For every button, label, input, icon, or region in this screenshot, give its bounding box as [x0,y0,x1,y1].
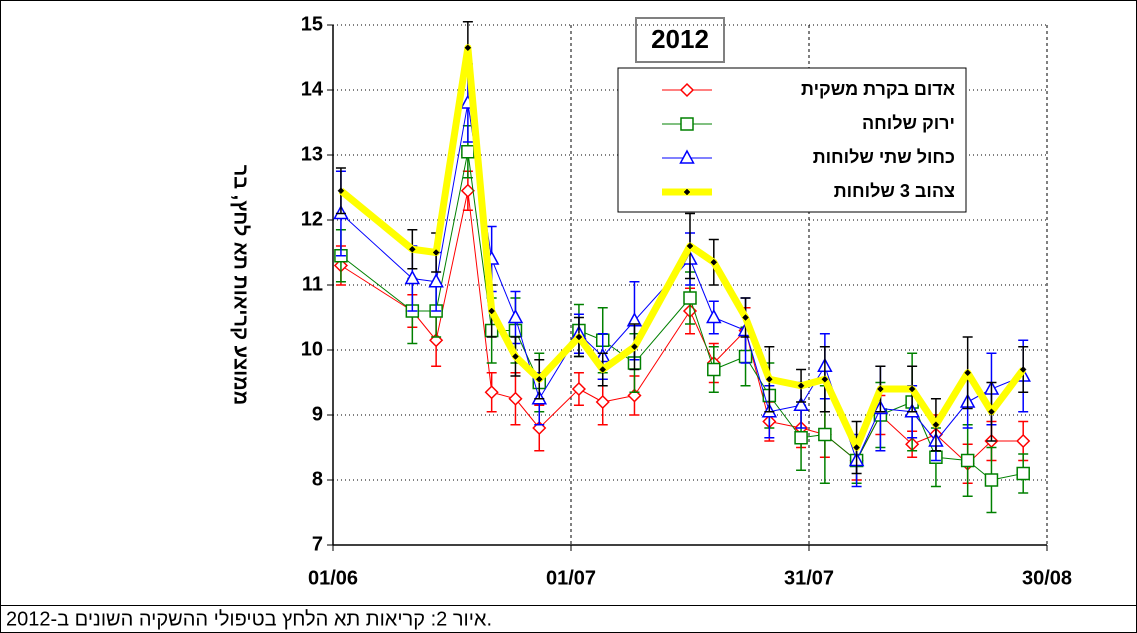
marker [793,396,809,411]
y-tick-label: 11 [302,273,323,295]
marker [984,473,999,487]
y-tick-label: 13 [301,143,323,165]
marker [853,444,860,451]
marker [599,366,607,373]
marker [571,381,586,397]
marker [679,149,695,164]
marker [908,385,916,393]
x-tick-label: 31/07 [784,567,834,589]
marker [575,333,583,341]
marker [821,375,829,383]
marker [988,408,995,416]
marker [460,183,475,198]
marker [408,245,416,253]
marker [432,249,440,256]
marker [631,343,638,351]
y-tick-label: 15 [301,13,323,35]
marker [683,188,691,196]
legend-label: אדום בקרת משקית [801,79,955,99]
chart-title: 2012 [651,24,709,54]
marker [461,145,475,159]
y-tick-label: 8 [312,468,323,490]
marker [797,382,805,390]
caption: איור 2: קריאות תא הלחץ בטיפולי ההשקיה הש… [6,608,492,630]
marker [484,385,499,400]
y-tick-label: 14 [301,78,324,100]
marker [464,44,472,52]
marker [488,307,496,315]
marker [932,421,940,429]
x-tick-label: 01/07 [546,567,596,589]
marker [707,362,721,377]
marker [742,314,749,321]
legend-label: כחול שתי שלוחות [813,147,955,167]
y-tick-label: 9 [312,403,323,425]
legend-box [617,67,967,213]
marker [794,431,808,445]
marker [686,242,694,250]
marker [428,273,444,288]
marker [960,453,975,468]
marker [535,375,543,383]
marker [710,258,718,266]
legend-label: ירוק שלוחה [862,113,955,133]
y-tick-label: 7 [312,533,323,555]
marker [765,375,773,383]
marker [337,187,345,195]
marker [877,385,884,393]
marker [508,391,523,406]
marker [818,427,832,442]
x-tick-label: 30/08 [1022,567,1072,589]
x-tick-label: 01/06 [308,567,358,589]
y-axis-label: ממוצע קריאות תא לחץ, בר [230,165,252,405]
legend-label: צהוב 3 שלוחות [834,181,955,201]
marker [404,269,421,285]
marker [964,369,972,377]
marker [507,308,524,324]
marker [595,394,610,410]
marker [1019,366,1027,373]
y-tick-label: 12 [301,208,323,230]
marker [680,117,694,131]
marker [706,308,722,324]
marker [512,353,519,360]
y-tick-label: 10 [301,338,323,360]
marker [679,82,695,98]
marker [1016,466,1030,481]
marker [683,291,697,305]
marker [1016,433,1031,449]
title-box [635,17,725,63]
